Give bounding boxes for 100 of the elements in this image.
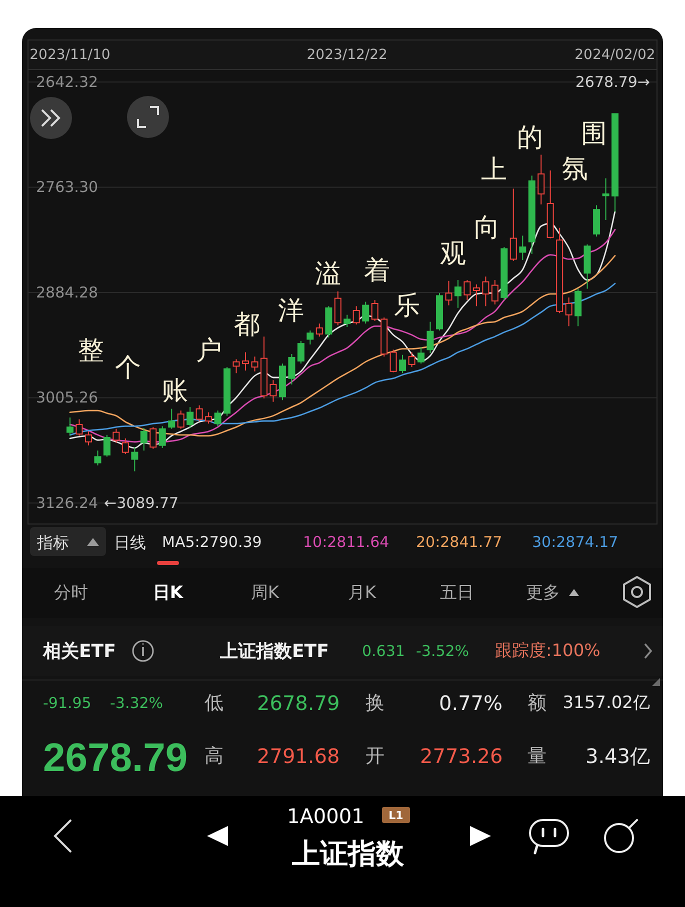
annotation: 都 xyxy=(234,310,260,340)
annotation: 围 xyxy=(581,119,607,149)
annotation: 2678.79→ xyxy=(575,73,650,91)
candlestick xyxy=(362,301,370,324)
text: 分时 xyxy=(54,583,88,603)
candlestick xyxy=(519,235,526,261)
candlestick xyxy=(408,352,416,368)
text: L1 xyxy=(388,808,404,822)
candlestick xyxy=(66,417,74,436)
candlestick xyxy=(214,410,222,427)
candlestick xyxy=(168,408,176,430)
annotation: 个 xyxy=(115,353,141,383)
text: 五日 xyxy=(440,583,474,603)
text: 1A0001 xyxy=(287,804,364,828)
text: 月K xyxy=(348,583,377,603)
annotation: 的 xyxy=(517,123,543,153)
annotation: 溢 xyxy=(315,259,341,289)
candlestick xyxy=(538,154,545,205)
annotation: 账 xyxy=(162,376,188,406)
candlestick xyxy=(288,353,296,385)
candlestick xyxy=(158,426,166,448)
annotation: 氛 xyxy=(562,154,588,184)
text: 10:2811.64 xyxy=(303,533,390,551)
candlestick xyxy=(399,354,406,374)
text: 2678.79 xyxy=(257,691,340,715)
candlestick xyxy=(205,412,212,424)
candlestick xyxy=(112,428,120,444)
text: 30:2874.17 xyxy=(532,533,618,551)
candlestick xyxy=(140,427,148,452)
y-tick-label: 2763.30 xyxy=(36,178,98,196)
text: 3.43亿 xyxy=(585,744,650,768)
text: 相关ETF xyxy=(42,640,116,662)
candlestick xyxy=(103,434,110,458)
candlestick xyxy=(371,300,378,322)
text: 换 xyxy=(366,692,384,714)
candlestick xyxy=(464,280,471,301)
candlestick xyxy=(482,276,490,307)
text: 3157.02亿 xyxy=(562,693,650,713)
text: -91.95 xyxy=(43,694,92,712)
annotation: 上 xyxy=(481,155,507,185)
candlestick xyxy=(297,340,304,364)
candlestick xyxy=(491,280,498,305)
text: 开 xyxy=(366,745,384,767)
annotation: 乐 xyxy=(394,291,420,321)
text: MA5:2790.39 xyxy=(162,533,262,551)
text: -3.52% xyxy=(416,642,470,660)
candlestick xyxy=(316,323,323,338)
y-tick-label: 3126.24 xyxy=(36,494,98,512)
candlestick xyxy=(196,404,203,422)
y-tick-label: 2642.32 xyxy=(36,72,98,91)
x-tick-label: 2023/12/22 xyxy=(306,47,388,63)
annotation: 洋 xyxy=(278,296,304,326)
candlestick xyxy=(232,358,240,374)
candlestick xyxy=(251,356,258,372)
annotation: ←3089.77 xyxy=(104,494,179,512)
candlestick xyxy=(84,430,92,446)
text: 日K xyxy=(152,583,184,603)
candlestick xyxy=(472,284,480,307)
candlestick xyxy=(94,450,102,466)
candlestick xyxy=(344,314,351,328)
candlestick xyxy=(131,446,138,472)
annotation: 观 xyxy=(440,239,466,269)
candlestick xyxy=(122,438,129,455)
text: 日线 xyxy=(114,532,146,552)
text: 周K xyxy=(250,583,280,603)
y-tick-label: 3005.26 xyxy=(36,388,98,407)
candlestick xyxy=(150,426,157,450)
annotation: 向 xyxy=(474,213,500,243)
text: 20:2841.77 xyxy=(416,533,502,551)
text: 上证指数ETF xyxy=(219,640,329,662)
text: 2678.79 xyxy=(43,736,188,780)
text: 上证指数 xyxy=(291,836,405,870)
candlestick xyxy=(76,418,83,436)
candlestick xyxy=(177,410,184,430)
text: 量 xyxy=(528,745,546,767)
candlestick xyxy=(186,406,194,428)
text: 额 xyxy=(528,692,546,714)
candlestick xyxy=(418,346,425,364)
x-tick-label: 2024/02/02 xyxy=(574,47,656,63)
candlestick xyxy=(445,280,452,306)
candlestick xyxy=(426,321,434,354)
y-tick-label: 2884.28 xyxy=(36,283,98,302)
text: 0.77% xyxy=(439,691,503,715)
text: 跟踪度:100% xyxy=(495,641,600,661)
candlestick xyxy=(510,188,517,262)
text: 更多 xyxy=(526,583,560,603)
candlestick xyxy=(270,380,277,402)
candlestick xyxy=(306,330,314,345)
text: 2791.68 xyxy=(257,744,340,768)
candlestick xyxy=(242,352,250,372)
text: 低 xyxy=(204,692,224,714)
text: 指标 xyxy=(36,532,69,552)
x-tick-label: 2023/11/10 xyxy=(30,47,110,63)
candlestick xyxy=(352,306,360,325)
annotation: 着 xyxy=(364,256,390,286)
text: 0.631 xyxy=(362,642,405,660)
text: -3.32% xyxy=(110,694,164,712)
annotation: 整 xyxy=(78,336,104,366)
annotation: 户 xyxy=(196,336,222,366)
candlestick xyxy=(565,296,572,327)
